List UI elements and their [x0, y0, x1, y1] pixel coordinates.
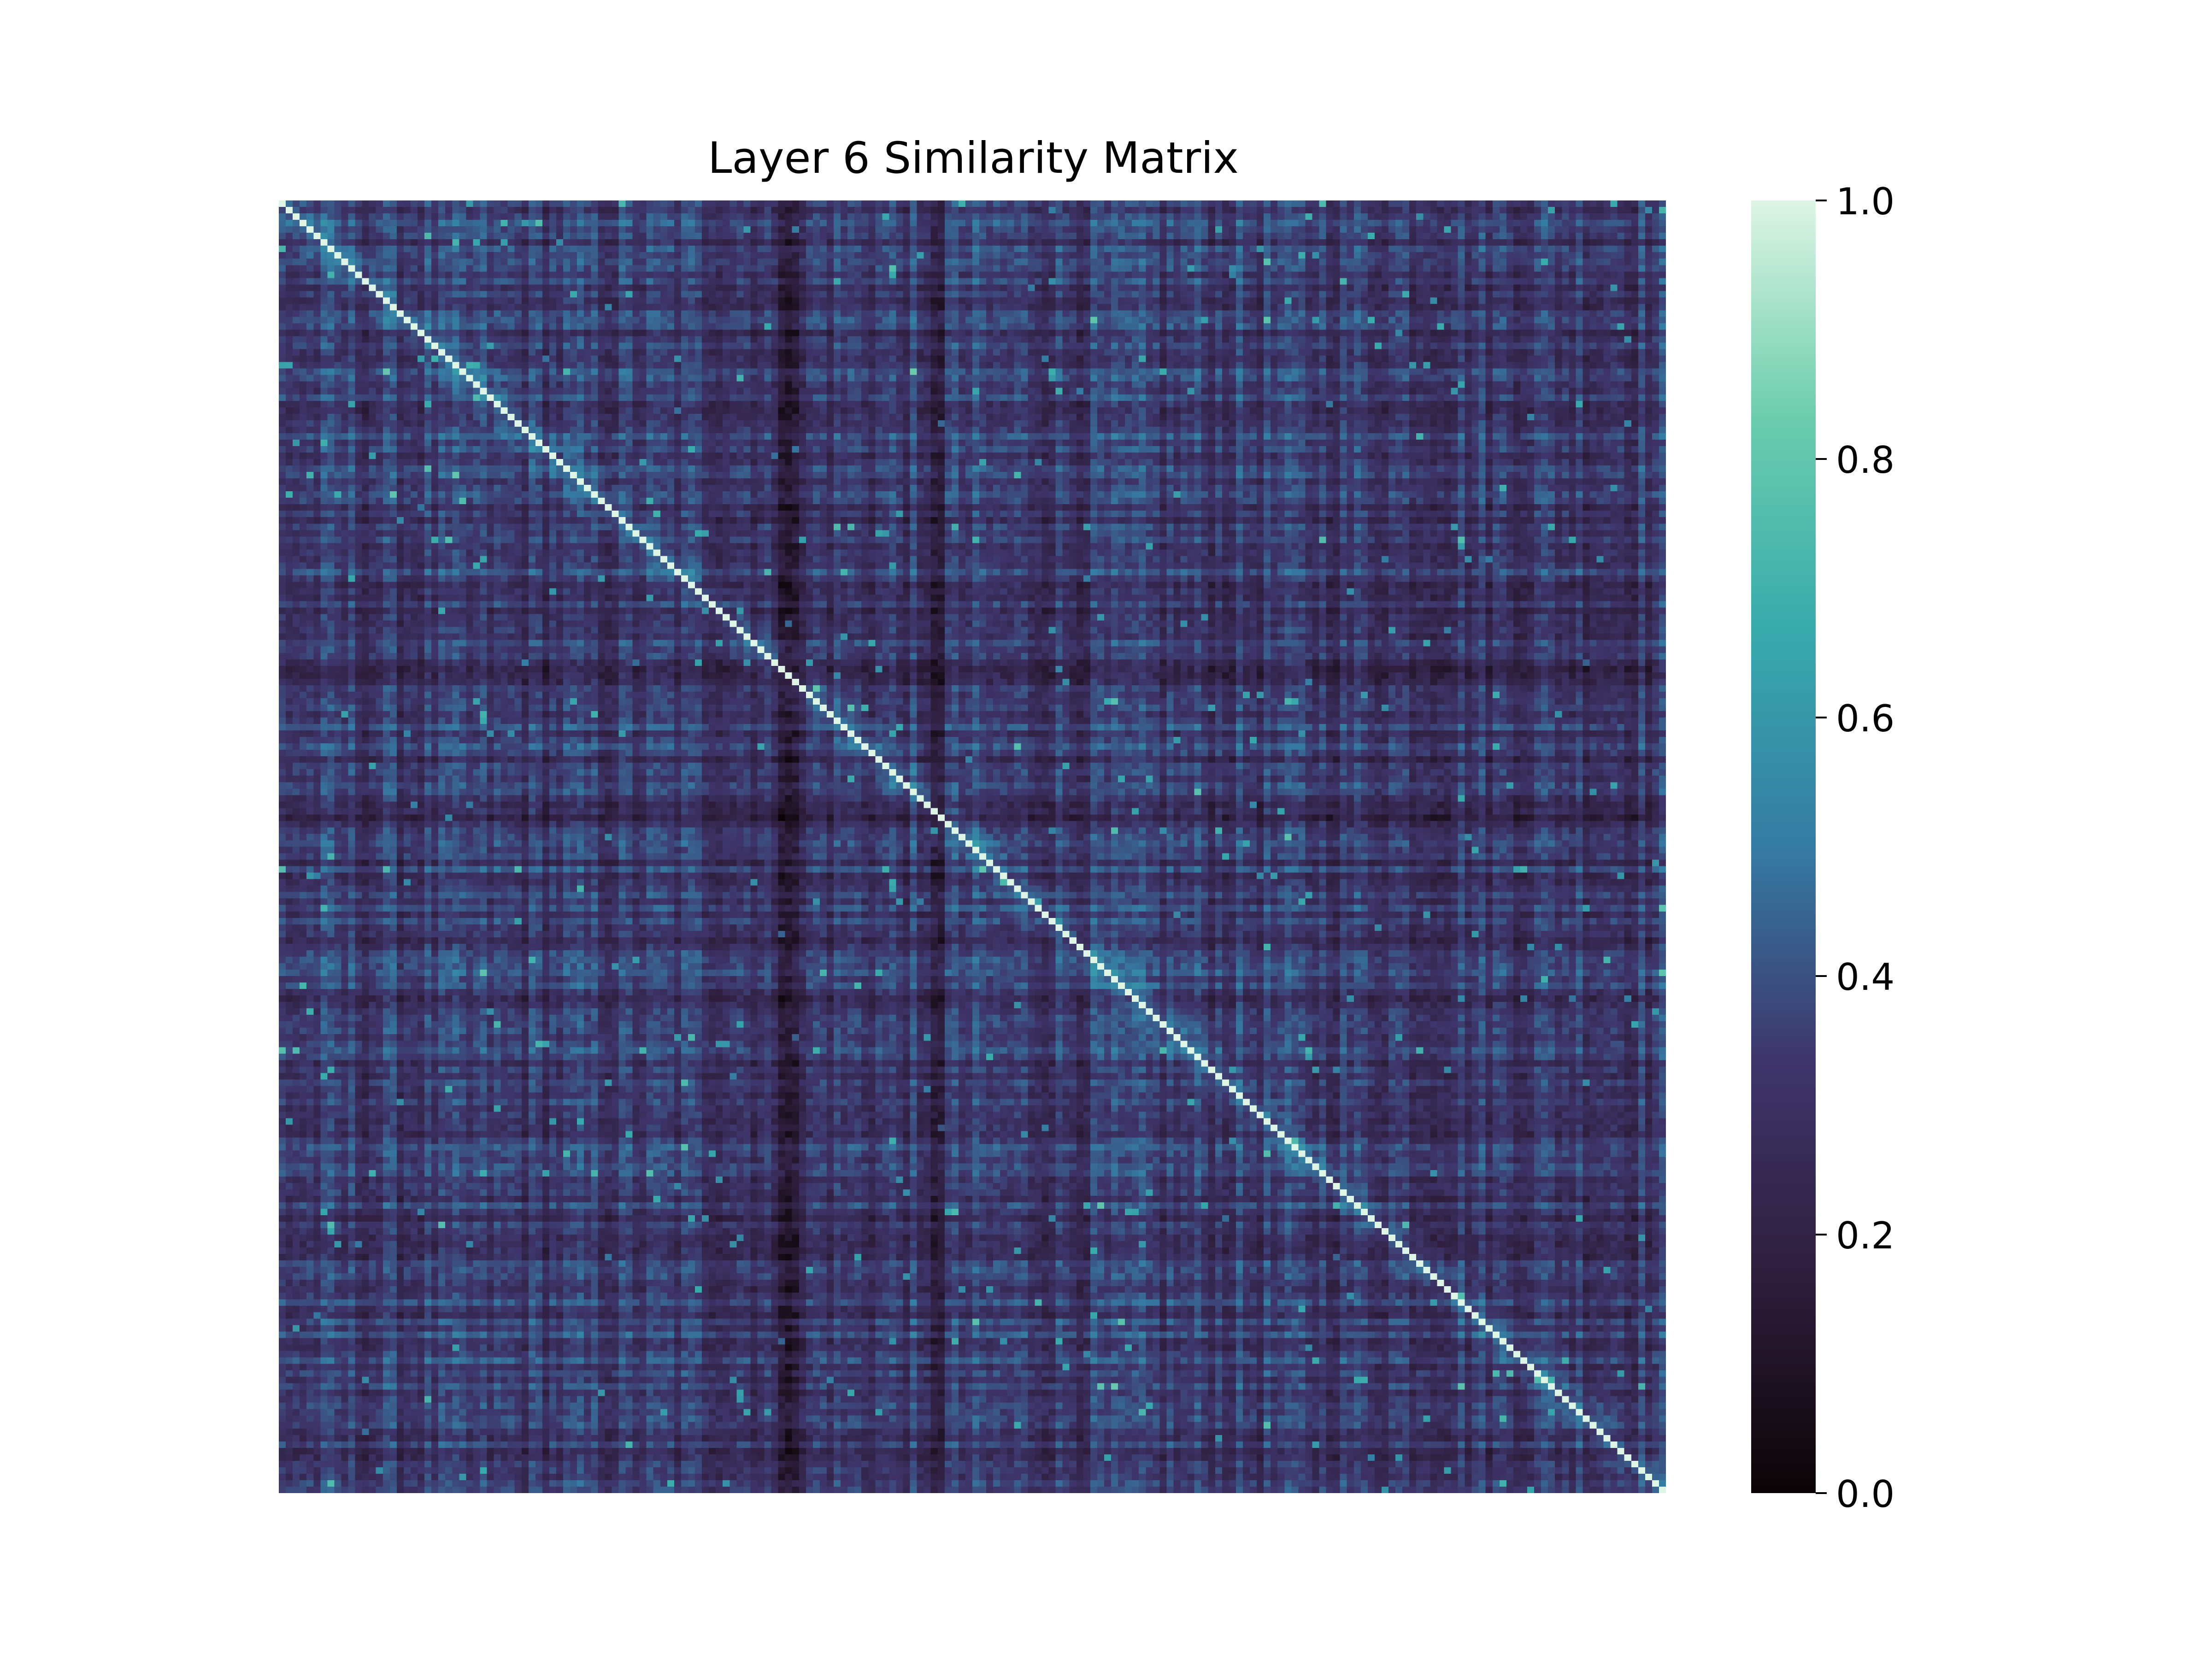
colorbar-tick-label: 0.4: [1836, 956, 1894, 999]
colorbar-tick-label: 0.0: [1836, 1473, 1894, 1516]
heatmap-cells: [279, 200, 1666, 1493]
colorbar-tick-label: 0.2: [1836, 1214, 1894, 1257]
colorbar-tick-label: 0.8: [1836, 439, 1894, 482]
colorbar-ticks: 0.0 0.2 0.4 0.6 0.8 1.0: [1816, 180, 1894, 1516]
colorbar-tick-label: 1.0: [1836, 180, 1894, 223]
chart-title: Layer 6 Similarity Matrix: [708, 133, 1239, 183]
colorbar-tick-label: 0.6: [1836, 697, 1894, 740]
colorbar: [1751, 200, 1816, 1493]
